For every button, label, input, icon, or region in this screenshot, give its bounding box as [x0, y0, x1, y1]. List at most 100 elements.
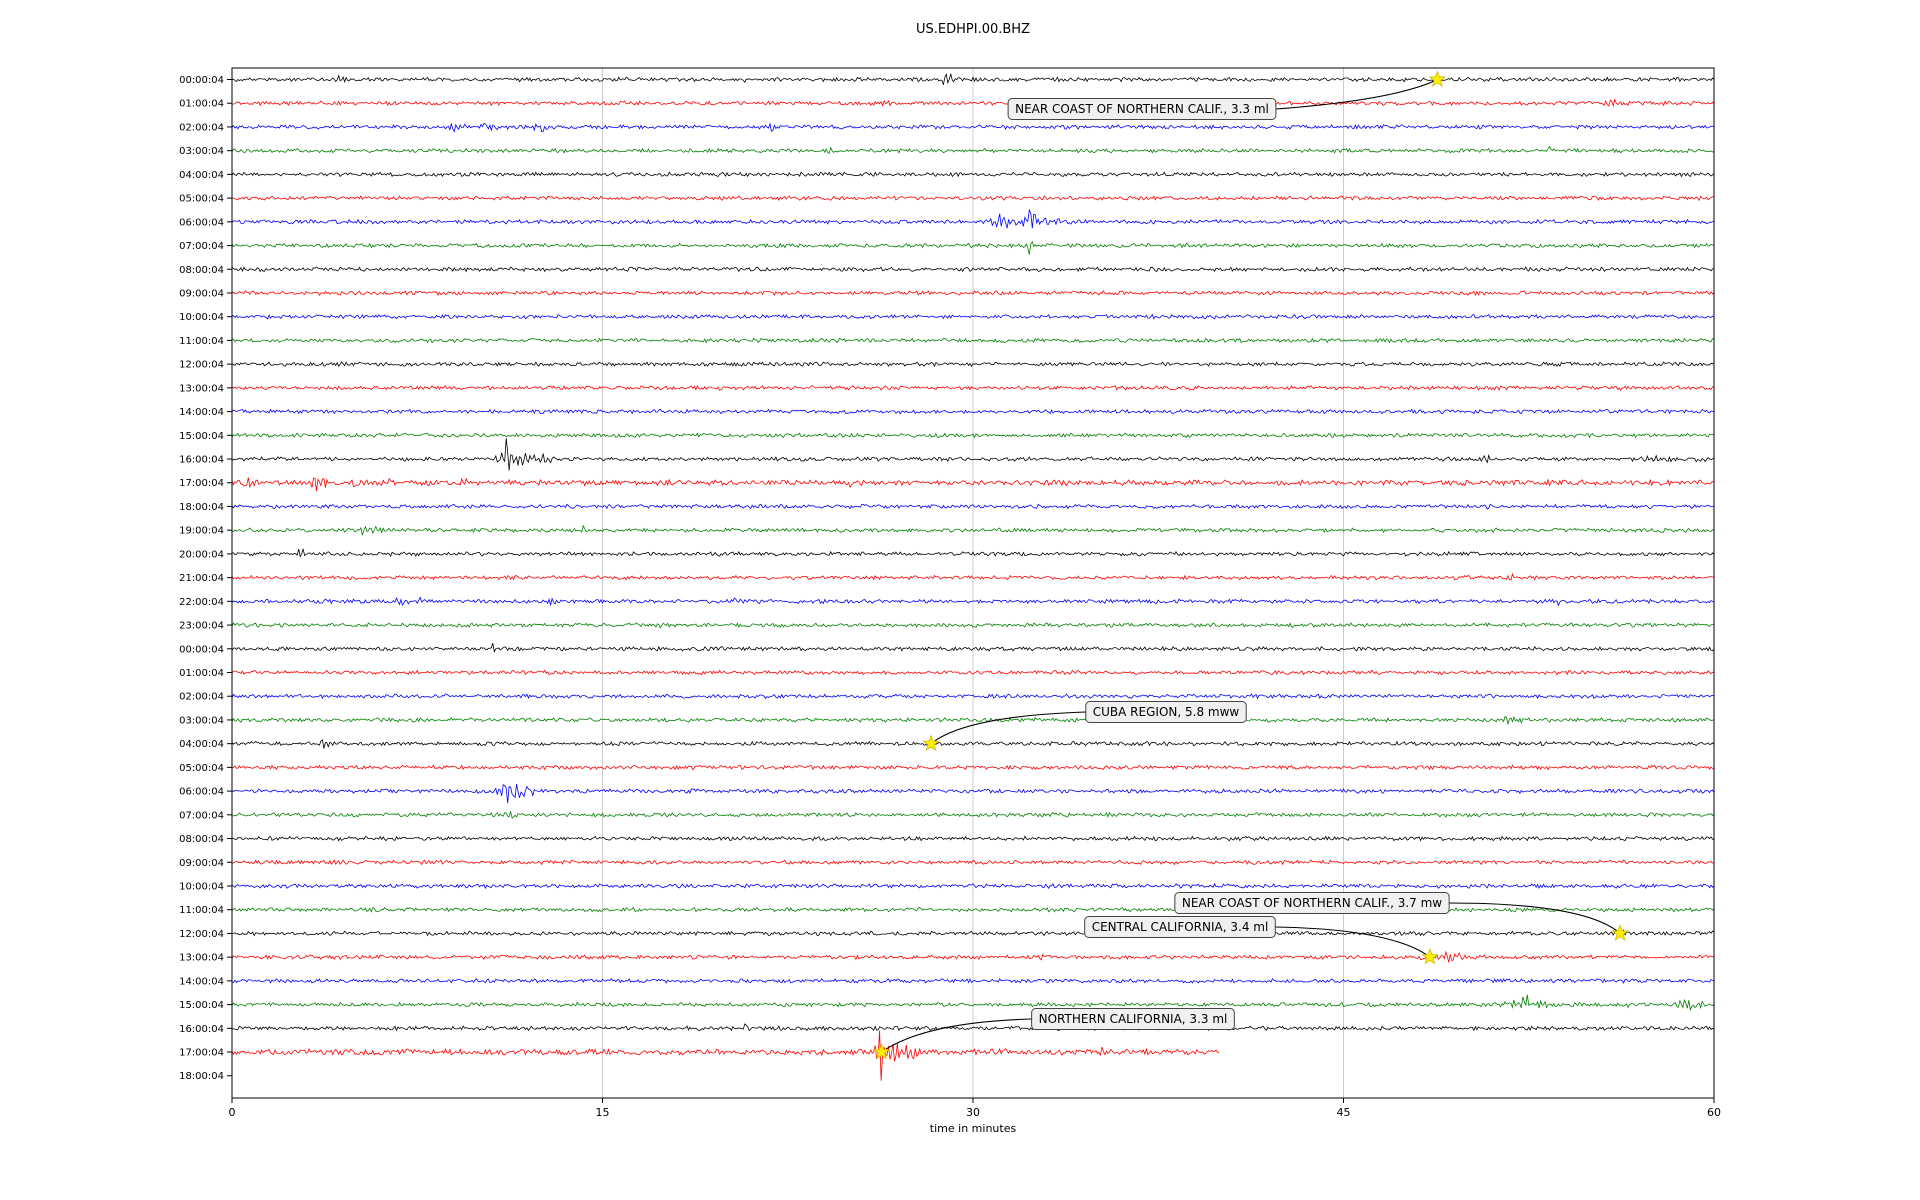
- seismogram-trace: [232, 716, 1714, 726]
- seismogram-trace: [232, 266, 1714, 273]
- seismogram-trace: [232, 171, 1714, 178]
- trace-start-time-label: 19:00:04: [179, 526, 224, 537]
- seismogram-trace: [232, 208, 1714, 229]
- seismogram-trace: [232, 384, 1714, 391]
- gridlines: [602, 68, 1344, 1098]
- seismogram-trace: [232, 98, 1714, 108]
- event-callout: NEAR COAST OF NORTHERN CALIF., 3.7 mw: [1174, 892, 1621, 934]
- seismogram-trace: [232, 642, 1714, 653]
- trace-start-time-label: 04:00:04: [179, 739, 224, 750]
- seismogram-trace: [232, 835, 1714, 842]
- event-label: NORTHERN CALIFORNIA, 3.3 ml: [1039, 1012, 1228, 1026]
- seismogram-trace: [232, 859, 1714, 866]
- trace-start-time-label: 07:00:04: [179, 241, 224, 252]
- trace-start-time-label: 18:00:04: [179, 1071, 224, 1082]
- x-tick-label: 60: [1707, 1106, 1721, 1119]
- x-tick-label: 30: [966, 1106, 980, 1119]
- trace-start-time-label: 00:00:04: [179, 75, 224, 86]
- trace-start-time-label: 09:00:04: [179, 858, 224, 869]
- x-tick-label: 45: [1337, 1106, 1351, 1119]
- event-connector: [1275, 79, 1438, 110]
- event-callout: NORTHERN CALIFORNIA, 3.3 ml: [881, 1008, 1235, 1053]
- trace-start-time-label: 13:00:04: [179, 953, 224, 964]
- trace-start-time-label: 06:00:04: [179, 217, 224, 228]
- seismogram-trace: [232, 290, 1714, 297]
- trace-start-time-label: 16:00:04: [179, 455, 224, 466]
- trace-start-time-label: 00:00:04: [179, 644, 224, 655]
- seismogram-trace: [232, 503, 1714, 510]
- axes: 0 15 30 45 60 00:00:04 01:00:04 02:00:04 03:00:0…: [179, 75, 1721, 1119]
- seismogram-trace: [232, 195, 1714, 202]
- trace-start-time-label: 10:00:04: [179, 881, 224, 892]
- trace-start-time-label: 02:00:04: [179, 692, 224, 703]
- event-label-box: [1007, 98, 1277, 120]
- trace-start-time-label: 03:00:04: [179, 146, 224, 157]
- seismogram-trace: [232, 408, 1714, 415]
- trace-start-time-label: 04:00:04: [179, 170, 224, 181]
- trace-start-time-label: 14:00:04: [179, 407, 224, 418]
- event-label-box: [1084, 916, 1276, 938]
- seismogram-trace: [232, 669, 1714, 676]
- trace-start-time-label: 17:00:04: [179, 1048, 224, 1059]
- seismogram-trace: [232, 622, 1714, 629]
- event-annotations: NEAR COAST OF NORTHERN CALIF., 3.3 ml CUB…: [872, 70, 1629, 1060]
- trace-start-time-label: 03:00:04: [179, 715, 224, 726]
- event-connector: [1275, 926, 1431, 958]
- event-callout: NEAR COAST OF NORTHERN CALIF., 3.3 ml: [1007, 79, 1438, 120]
- event-label: NEAR COAST OF NORTHERN CALIF., 3.3 ml: [1015, 102, 1269, 116]
- seismogram-trace: [232, 950, 1714, 963]
- event-label-box: [1174, 892, 1450, 914]
- trace-start-time-label: 22:00:04: [179, 597, 224, 608]
- seismogram-trace: [232, 313, 1714, 320]
- seismogram-trace: [232, 432, 1714, 439]
- seismogram-trace: [232, 572, 1714, 581]
- trace-start-time-label: 17:00:04: [179, 478, 224, 489]
- seismogram-trace: [232, 739, 1714, 749]
- trace-start-time-label: 09:00:04: [179, 288, 224, 299]
- trace-start-time-label: 07:00:04: [179, 810, 224, 821]
- trace-start-time-label: 11:00:04: [179, 905, 224, 916]
- trace-start-time-label: 01:00:04: [179, 99, 224, 110]
- event-star-marker: [1611, 924, 1629, 941]
- seismogram-trace: [232, 977, 1714, 984]
- x-axis-label: time in minutes: [929, 1122, 1017, 1135]
- seismogram-trace: [232, 122, 1714, 133]
- trace-start-time-label: 15:00:04: [179, 1000, 224, 1011]
- trace-start-time-label: 01:00:04: [179, 668, 224, 679]
- seismogram-trace: [232, 361, 1714, 368]
- seismogram-trace: [232, 548, 1714, 558]
- event-label: CUBA REGION, 5.8 mww: [1093, 705, 1240, 719]
- trace-start-time-label: 16:00:04: [179, 1024, 224, 1035]
- event-connector: [881, 1018, 1032, 1053]
- seismogram-trace: [232, 882, 1714, 890]
- event-label-box: [1031, 1008, 1235, 1030]
- trace-start-time-label: 02:00:04: [179, 122, 224, 133]
- event-callout: CENTRAL CALIFORNIA, 3.4 ml: [1084, 916, 1431, 958]
- trace-start-time-label: 20:00:04: [179, 549, 224, 560]
- event-star-marker: [1428, 70, 1447, 87]
- seismogram-trace: [232, 994, 1714, 1012]
- seismogram-trace: [232, 477, 1714, 492]
- seismogram-trace: [232, 928, 1714, 937]
- event-star-marker: [1421, 947, 1439, 965]
- seismogram-trace: [232, 693, 1714, 700]
- seismogram-traces: [232, 72, 1714, 1081]
- event-star-marker: [922, 734, 940, 752]
- trace-start-time-label: 13:00:04: [179, 383, 224, 394]
- seismogram-trace: [232, 145, 1714, 155]
- trace-start-time-label: 11:00:04: [179, 336, 224, 347]
- trace-start-time-label: 10:00:04: [179, 312, 224, 323]
- event-connector: [1449, 902, 1621, 934]
- seismogram-trace: [232, 1030, 1220, 1081]
- trace-start-time-label: 05:00:04: [179, 194, 224, 205]
- seismogram-trace: [232, 240, 1714, 255]
- trace-start-time-label: 12:00:04: [179, 929, 224, 940]
- trace-start-time-label: 18:00:04: [179, 502, 224, 513]
- seismogram-trace: [232, 1023, 1714, 1032]
- seismogram-trace: [232, 337, 1714, 344]
- station-title: US.EDHPI.00.BHZ: [916, 22, 1030, 37]
- trace-start-time-label: 14:00:04: [179, 976, 224, 987]
- seismogram-trace: [232, 596, 1714, 607]
